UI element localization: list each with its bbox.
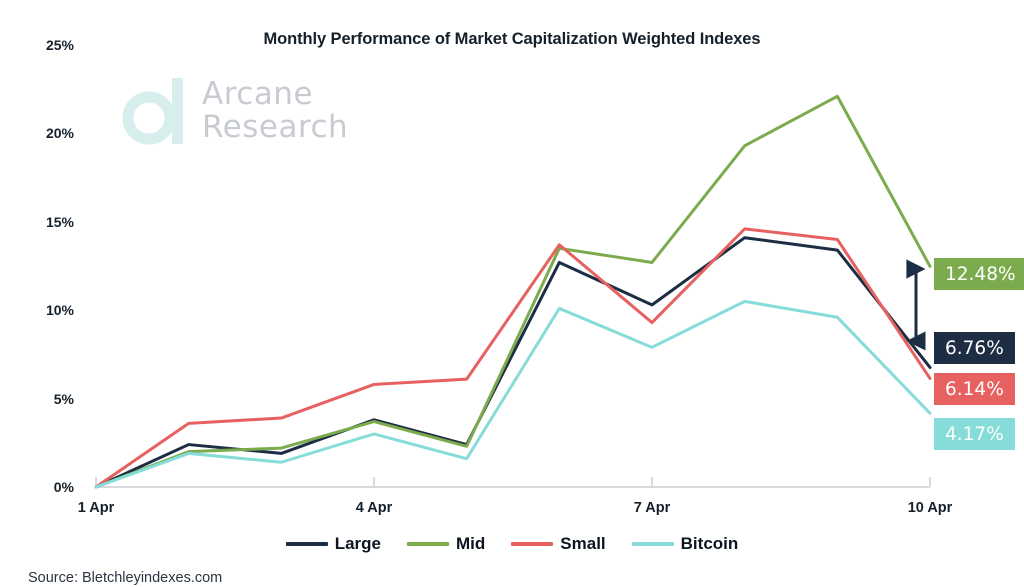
source-caption: Source: Bletchleyindexes.com: [28, 570, 223, 586]
legend-swatch-icon: [407, 542, 450, 546]
legend-label: Large: [334, 534, 382, 553]
legend-item-mid[interactable]: Mid: [407, 534, 485, 554]
legend-label: Bitcoin: [680, 534, 739, 553]
bitcoin-end-label: 4.17%: [934, 418, 1015, 450]
x-axis-tick-label: 1 Apr: [77, 500, 115, 516]
legend-swatch-icon: [285, 542, 328, 546]
y-axis-tick-label: 0%: [53, 479, 74, 495]
page-title: Monthly Performance of Market Capitaliza…: [263, 30, 761, 48]
y-axis-tick-label: 5%: [53, 390, 74, 407]
x-axis-tick-label: 10 Apr: [907, 500, 953, 516]
small-end-label: 6.14%: [934, 373, 1015, 405]
legend-swatch-icon: [631, 542, 674, 546]
y-axis-tick-label: 15%: [45, 213, 74, 230]
y-axis-tick-label: 20%: [45, 125, 74, 142]
legend-label: Mid: [456, 534, 486, 553]
series-line-mid: [94, 94, 932, 489]
legend-item-small[interactable]: Small: [511, 534, 606, 554]
y-axis-tick-label: 25%: [45, 37, 74, 53]
x-axis-tick-label: 4 Apr: [355, 500, 393, 516]
x-axis-tick-label: 7 Apr: [633, 500, 671, 516]
mid-end-label: 12.48%: [934, 258, 1024, 290]
legend-item-bitcoin[interactable]: Bitcoin: [631, 534, 739, 554]
y-axis-tick-label: 10%: [45, 302, 74, 319]
legend-swatch-icon: [511, 542, 554, 546]
series-line-bitcoin: [94, 299, 932, 489]
legend-item-large[interactable]: Large: [285, 534, 382, 554]
chart-legend: Large Mid Small Bitcoin: [0, 534, 1024, 554]
legend-label: Small: [560, 534, 606, 553]
series-line-small: [94, 227, 932, 489]
large-end-label: 6.76%: [934, 332, 1015, 364]
